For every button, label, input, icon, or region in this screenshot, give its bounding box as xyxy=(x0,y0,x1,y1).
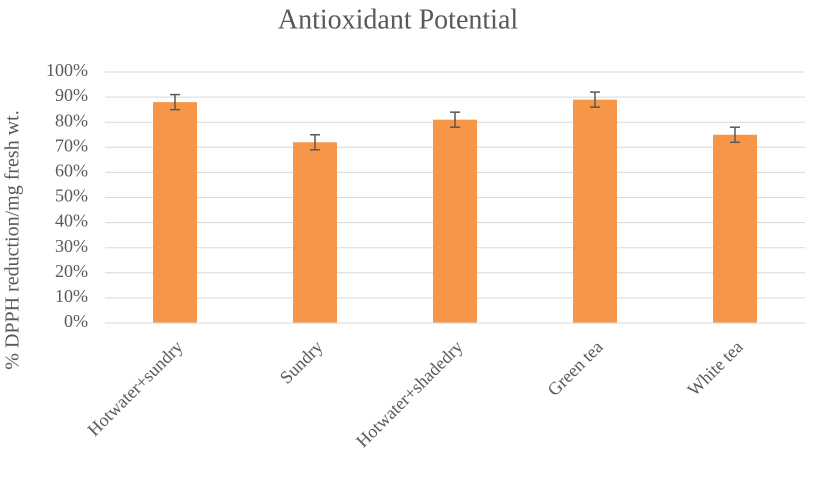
x-tick-label: Green tea xyxy=(543,337,606,400)
y-axis-label: % DPPH reduction/mg fresh wt. xyxy=(2,110,24,369)
bar xyxy=(713,134,757,323)
y-tick-label: 30% xyxy=(55,236,88,256)
chart-title: Antioxidant Potential xyxy=(278,4,519,35)
y-tick-label: 10% xyxy=(55,286,88,306)
y-tick-label: 40% xyxy=(55,211,88,231)
y-tick-label: 90% xyxy=(55,85,88,105)
x-tick-label: Sundry xyxy=(276,337,327,388)
bar xyxy=(153,102,197,324)
bar xyxy=(433,119,477,323)
x-tick-label: Hotwater+shadedry xyxy=(352,337,467,452)
y-tick-label: 0% xyxy=(64,311,88,331)
y-tick-label: 80% xyxy=(55,110,88,130)
x-tick-label: Hotwater+sundry xyxy=(83,337,186,440)
y-tick-label: 50% xyxy=(55,186,88,206)
y-tick-label: 100% xyxy=(46,60,88,80)
y-tick-label: 20% xyxy=(55,261,88,281)
y-tick-label: 70% xyxy=(55,135,88,155)
x-tick-label: White tea xyxy=(683,337,746,400)
bar xyxy=(293,142,337,323)
y-tick-label: 60% xyxy=(55,161,88,181)
bar xyxy=(573,99,617,323)
